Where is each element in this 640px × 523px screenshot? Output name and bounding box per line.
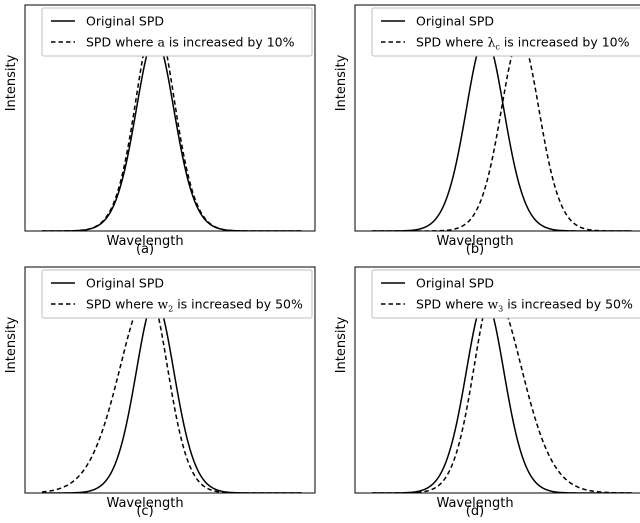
plot-frame <box>24 4 316 232</box>
panel-caption: (d) <box>466 504 484 519</box>
legend: Original SPD SPD where a is increased by … <box>41 7 313 57</box>
legend-entry: SPD where w3 is increased by 50% <box>416 297 633 314</box>
legend-entry: Original SPD <box>86 14 164 29</box>
legend: Original SPD SPD where λc is increased by… <box>371 7 640 57</box>
modified-spd-line <box>372 37 632 231</box>
x-axis-label: Wavelength <box>436 496 513 511</box>
legend: Original SPD SPD where w3 is increased by… <box>371 269 640 319</box>
original-spd-line <box>372 299 632 493</box>
y-axis-label: Intensity <box>334 54 349 111</box>
y-axis-label: Intensity <box>334 316 349 373</box>
modified-spd-line <box>41 291 302 493</box>
plot-frame <box>354 4 640 232</box>
panel-caption: (c) <box>136 504 153 519</box>
panel-3: Intensity Wavelength(d) Original SPD SPD wh… <box>334 266 640 519</box>
legend: Original SPD SPD where w2 is increased by… <box>41 269 313 319</box>
legend-entry: Original SPD <box>416 276 494 291</box>
original-spd-line <box>42 299 302 493</box>
panel-2: Intensity Wavelength(c) Original SPD SPD wh… <box>4 266 316 519</box>
original-spd-line <box>42 37 302 231</box>
modified-spd-line <box>42 17 302 231</box>
original-spd-line <box>372 37 632 231</box>
y-axis-label: Intensity <box>4 54 19 111</box>
legend-entry: Original SPD <box>86 276 164 291</box>
panel-caption: (a) <box>136 242 154 257</box>
x-axis-label: Wavelength <box>436 234 513 249</box>
plot-frame <box>354 266 640 494</box>
legend-entry: Original SPD <box>416 14 494 29</box>
y-axis-label: Intensity <box>4 316 19 373</box>
x-axis-label: Wavelength <box>106 496 183 511</box>
legend-entry: SPD where a is increased by 10% <box>86 35 295 50</box>
x-axis-label: Wavelength <box>106 234 183 249</box>
legend-entry: SPD where λc is increased by 10% <box>416 35 630 52</box>
plot-frame <box>24 266 316 494</box>
panel-caption: (b) <box>466 242 484 257</box>
modified-spd-line <box>372 291 632 493</box>
legend-entry: SPD where w2 is increased by 50% <box>86 297 303 314</box>
panel-1: Intensity Wavelength(b) Original SPD SPD wh… <box>334 4 640 257</box>
panel-0: Intensity Wavelength(a) Original SPD SPD wh… <box>4 4 316 257</box>
